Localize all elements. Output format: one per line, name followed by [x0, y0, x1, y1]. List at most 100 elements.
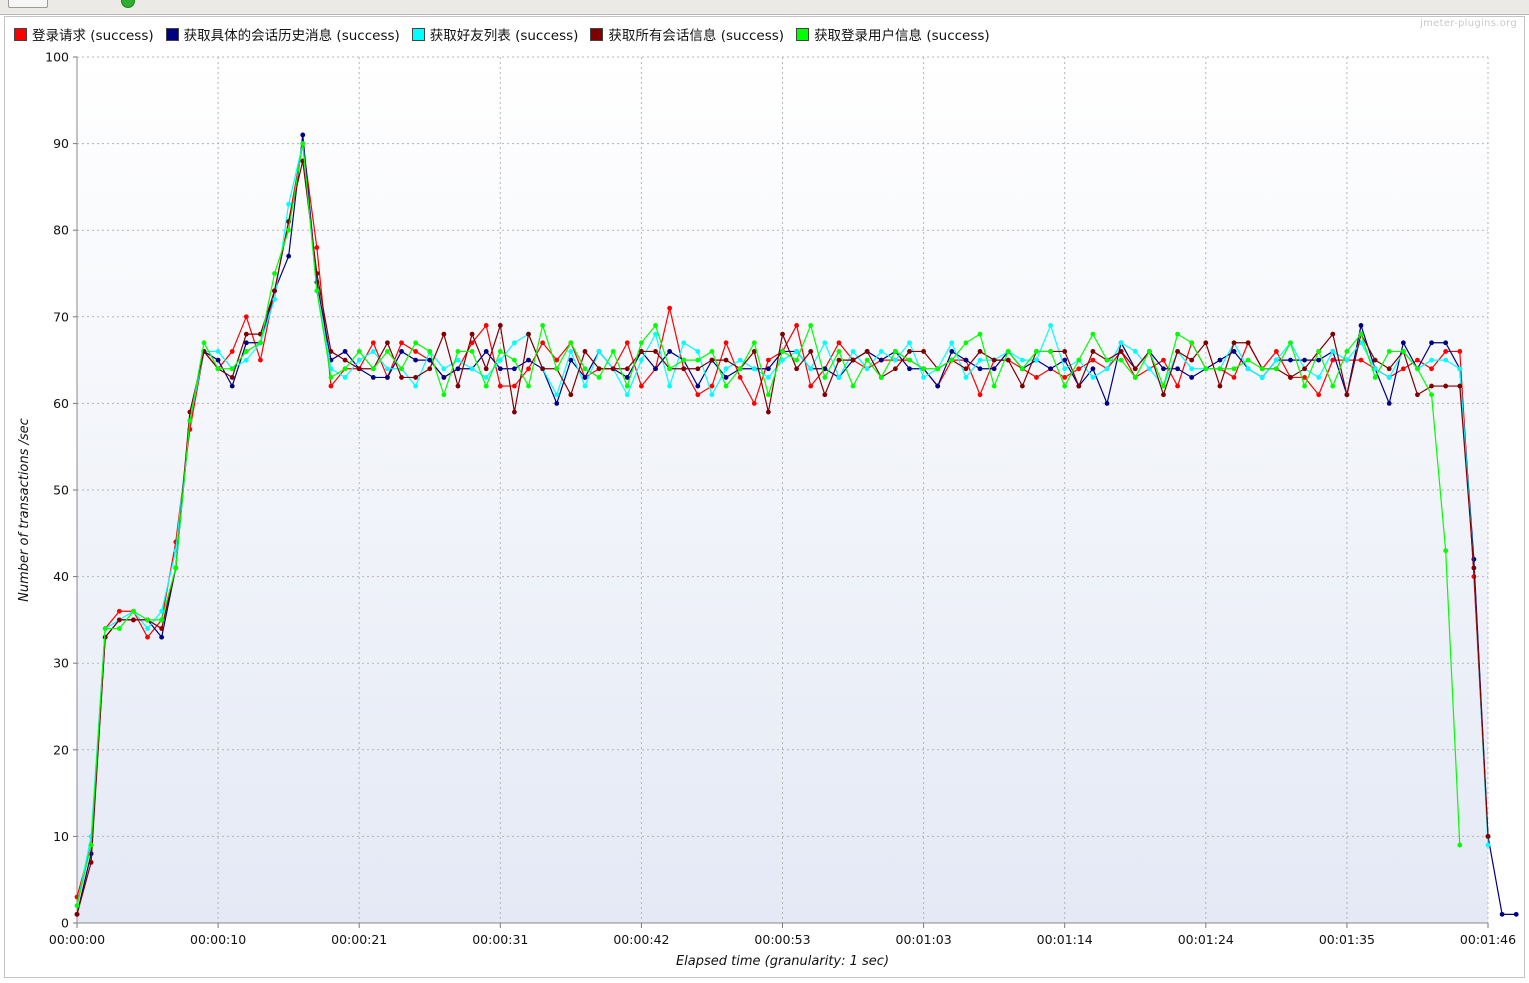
data-point [780, 349, 785, 354]
data-point [1330, 331, 1336, 337]
data-point [639, 357, 644, 363]
data-point [74, 911, 80, 917]
data-point [850, 383, 856, 389]
top-tab-button[interactable] [8, 0, 48, 8]
data-point [1499, 911, 1505, 917]
data-point [469, 340, 475, 346]
data-point [1372, 366, 1378, 372]
data-point [1118, 357, 1124, 363]
window-top-strip [0, 0, 1529, 15]
data-point [1443, 340, 1449, 346]
data-point [963, 357, 969, 363]
data-point [751, 401, 757, 406]
data-point [667, 383, 673, 389]
x-tick-label: 00:01:03 [896, 932, 952, 947]
data-point [1457, 349, 1463, 354]
data-point [709, 357, 715, 363]
data-point [568, 340, 574, 346]
data-point [441, 331, 447, 337]
y-tick-label: 20 [53, 742, 69, 757]
data-point [1316, 375, 1322, 380]
data-point [497, 383, 503, 389]
data-point [441, 375, 447, 380]
data-point [1429, 340, 1434, 346]
data-point [483, 383, 489, 389]
data-point [314, 245, 320, 250]
data-point [864, 357, 870, 363]
data-point [413, 340, 419, 346]
data-point [963, 375, 969, 380]
data-point [765, 392, 771, 398]
data-point [469, 366, 475, 372]
data-point [1344, 392, 1350, 398]
tick-labels: 0 10 20 30 40 50 60 70 80 90 100 00:00:00 00:00:10 00… [45, 50, 1516, 948]
data-point [1443, 548, 1449, 554]
data-point [74, 903, 80, 909]
data-point [1048, 323, 1053, 328]
data-point [1161, 392, 1166, 398]
data-point [723, 366, 729, 372]
data-point [568, 357, 574, 363]
data-point [681, 357, 687, 363]
data-point [229, 349, 235, 354]
data-point [385, 366, 390, 372]
data-point [469, 331, 475, 337]
legend-item: 获取好友列表 (success) [411, 24, 578, 44]
data-point [1062, 349, 1068, 354]
data-point [314, 288, 320, 294]
data-point [822, 366, 828, 372]
legend-label: 登录请求 (success) [32, 28, 154, 44]
data-point [596, 366, 602, 372]
data-point [1273, 366, 1279, 372]
data-point [145, 626, 150, 631]
data-point [639, 340, 644, 346]
data-point [991, 383, 997, 389]
data-point [1429, 357, 1434, 363]
data-point [1161, 366, 1166, 372]
data-point [667, 349, 673, 354]
data-point [1245, 340, 1251, 346]
data-point [1400, 349, 1406, 354]
data-point [907, 340, 912, 346]
data-point [1344, 357, 1350, 363]
y-tick-label: 40 [53, 569, 69, 584]
data-point [1386, 375, 1392, 380]
data-point [1189, 357, 1195, 363]
data-point [1034, 357, 1039, 363]
data-point [413, 349, 419, 354]
data-point [1217, 383, 1223, 389]
data-point [512, 366, 517, 372]
data-point [455, 357, 461, 363]
data-point [1019, 357, 1025, 363]
data-point [1471, 565, 1477, 571]
data-point [878, 349, 884, 354]
data-point [229, 383, 235, 389]
data-point [808, 366, 814, 372]
data-point [1175, 349, 1180, 354]
data-point [751, 349, 757, 354]
legend-swatch [14, 27, 27, 41]
data-point [864, 349, 870, 354]
data-point [1457, 383, 1463, 389]
grid-lines [77, 56, 1489, 923]
data-point [1104, 357, 1110, 363]
data-point [1132, 375, 1138, 380]
data-point [1189, 340, 1195, 346]
data-point [116, 626, 122, 631]
data-point [977, 392, 983, 398]
data-point [526, 383, 531, 389]
data-point [1443, 383, 1449, 389]
data-point [737, 366, 743, 372]
data-point [624, 383, 630, 389]
data-point [1062, 366, 1068, 372]
data-point [342, 357, 348, 363]
data-point [709, 383, 715, 389]
x-tick-label: 00:00:21 [331, 932, 387, 947]
data-point [399, 349, 404, 354]
data-point [441, 366, 447, 372]
data-point [413, 383, 419, 389]
data-point [1161, 383, 1166, 389]
data-point [1090, 331, 1096, 337]
watermark: jmeter-plugins.org [1420, 18, 1517, 29]
data-point [1443, 357, 1449, 363]
